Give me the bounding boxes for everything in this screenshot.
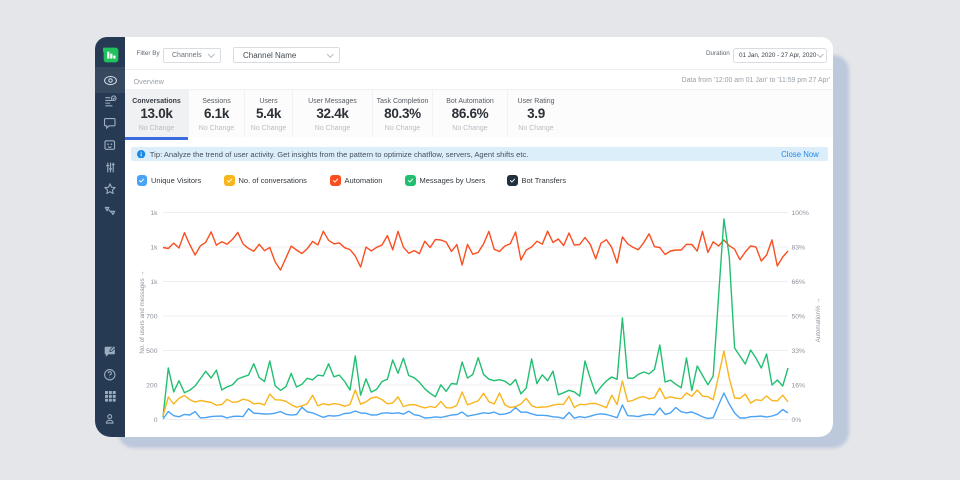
svg-text:1k: 1k <box>150 210 158 217</box>
svg-text:83%: 83% <box>792 245 806 252</box>
svg-text:50%: 50% <box>792 314 806 321</box>
svg-text:0: 0 <box>154 417 158 424</box>
svg-text:700: 700 <box>146 314 158 321</box>
svg-text:Automation% →: Automation% → <box>815 298 822 343</box>
svg-text:No. of users and messages →: No. of users and messages → <box>139 270 146 353</box>
svg-text:500: 500 <box>146 348 158 355</box>
svg-text:1k: 1k <box>150 245 158 252</box>
svg-text:1k: 1k <box>150 279 158 286</box>
svg-text:100%: 100% <box>792 210 809 217</box>
svg-text:33%: 33% <box>792 348 806 355</box>
svg-text:16%: 16% <box>792 383 806 390</box>
svg-text:66%: 66% <box>792 279 806 286</box>
svg-text:0%: 0% <box>792 417 802 424</box>
svg-text:200: 200 <box>146 383 158 390</box>
